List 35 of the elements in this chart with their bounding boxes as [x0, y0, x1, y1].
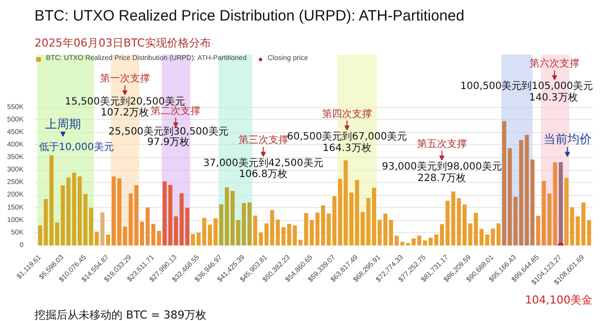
- bar: [100, 212, 104, 246]
- annotation: 15,500美元到20,500美元: [64, 95, 185, 108]
- annotation: 97.9万枚: [147, 136, 190, 148]
- annotation: 25,500美元到30,500美元: [108, 125, 228, 138]
- annotation: 107.2万枚: [100, 106, 150, 119]
- chart-title: BTC: UTXO Realized Price Distribution (URPD): ATH-Partitioned: [34, 8, 464, 24]
- annotation: 140.3万枚: [529, 92, 578, 104]
- annotation: 164.3万枚: [322, 142, 372, 154]
- annotation: 第三次支撑: [238, 134, 288, 146]
- annotation: 第四次支撑: [322, 108, 372, 120]
- annotation: 第一次支撑: [100, 72, 150, 85]
- bar: [38, 225, 42, 246]
- bar: [536, 216, 540, 246]
- bar: [502, 121, 506, 246]
- bar: [253, 216, 258, 246]
- annotation: 第六次支撑: [530, 58, 580, 70]
- annotation: 第二次支撑: [150, 104, 201, 117]
- annotation: 37,000美元到42,500美元: [203, 156, 324, 169]
- annotation: 106.8万枚: [238, 168, 288, 180]
- text: 挖掘后从未移动的 BTC = 389万枚: [34, 308, 207, 321]
- annotation: 100,500美元到105,000美元: [460, 80, 594, 92]
- annotation: 93,000美元到98,000美元: [382, 160, 502, 173]
- bar: [94, 232, 99, 246]
- annotation: 低于10,000美元: [38, 141, 114, 154]
- bar: [162, 181, 167, 246]
- annotation: 第五次支撑: [416, 138, 467, 150]
- annotation: 60,500美元到67,000美元: [286, 130, 407, 142]
- chart-subtitle: 2025年06月03日BTC实现价格分布: [34, 36, 211, 50]
- annotation: 228.7万枚: [418, 172, 466, 184]
- annotation: 当前均价: [543, 132, 592, 146]
- bar: [185, 208, 190, 246]
- annotation: 上周期: [44, 117, 81, 132]
- text: 104,100美金: [525, 294, 593, 306]
- bar: [106, 234, 110, 246]
- bar: [558, 162, 563, 246]
